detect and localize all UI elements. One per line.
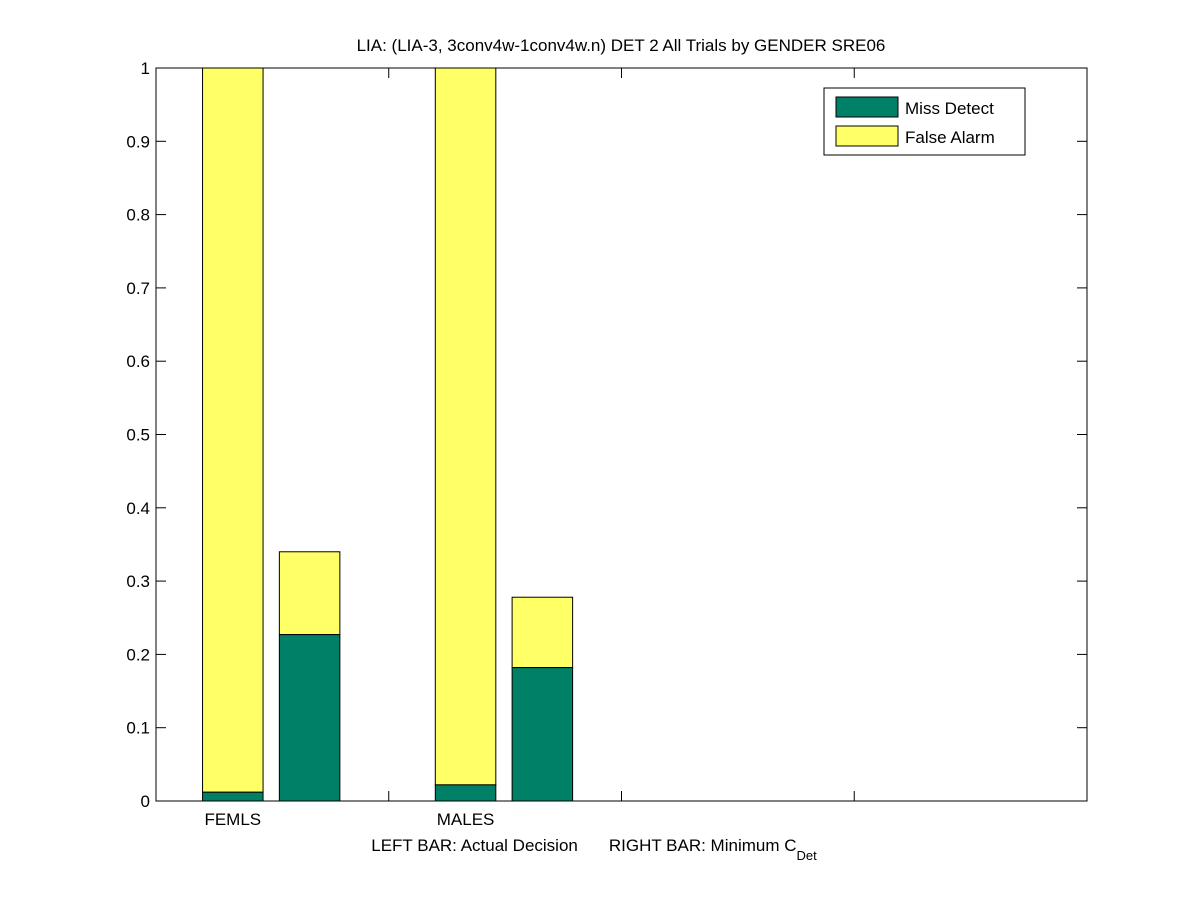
bar-miss-detect-2	[434, 784, 497, 802]
y-tick-label-8: 0.8	[126, 206, 150, 225]
bar-false-alarm-2	[434, 67, 497, 786]
y-tick-label-9: 0.9	[126, 132, 150, 151]
y-tick-label-7: 0.7	[126, 279, 150, 298]
y-tick-label-3: 0.3	[126, 572, 150, 591]
y-tick-label-1: 0.1	[126, 719, 150, 738]
chart-title: LIA: (LIA-3, 3conv4w-1conv4w.n) DET 2 Al…	[357, 36, 886, 55]
y-tick-label-4: 0.4	[126, 499, 150, 518]
x-axis-label: LEFT BAR: Actual Decision RIGHT BAR: Mini…	[371, 836, 817, 863]
y-tick-label-5: 0.5	[126, 426, 150, 445]
legend-swatch-miss-detect	[835, 96, 899, 118]
plot-frame	[155, 67, 1088, 802]
legend-swatch-false-alarm	[835, 125, 899, 147]
bar-miss-detect-0	[202, 791, 264, 802]
bar-false-alarm-0	[202, 67, 264, 793]
x-axis-label-right: RIGHT BAR: Minimum C	[609, 836, 797, 855]
ticks-layer: 0 0.1 0.2 0.3 0.4 0.5 0.6 0.7 0.8 0.9 1 FEMLS MALES	[126, 59, 1087, 829]
y-tick-label-10: 1	[141, 59, 150, 78]
bar-miss-detect-3	[511, 667, 574, 802]
x-axis-label-subscript: Det	[797, 848, 818, 863]
legend-label-miss-detect: Miss Detect	[905, 99, 994, 118]
y-tick-label-0: 0	[141, 792, 150, 811]
bar-miss-detect-1	[278, 634, 341, 802]
bars-layer	[202, 67, 574, 802]
x-category-label-femls: FEMLS	[204, 810, 261, 829]
y-tick-label-2: 0.2	[126, 645, 150, 664]
legend: Miss Detect False Alarm	[823, 87, 1026, 156]
y-tick-label-6: 0.6	[126, 352, 150, 371]
x-category-label-males: MALES	[437, 810, 495, 829]
legend-label-false-alarm: False Alarm	[905, 128, 995, 147]
x-axis-label-left: LEFT BAR: Actual Decision	[371, 836, 578, 855]
bar-false-alarm-3	[511, 596, 574, 669]
bar-false-alarm-1	[278, 551, 341, 636]
